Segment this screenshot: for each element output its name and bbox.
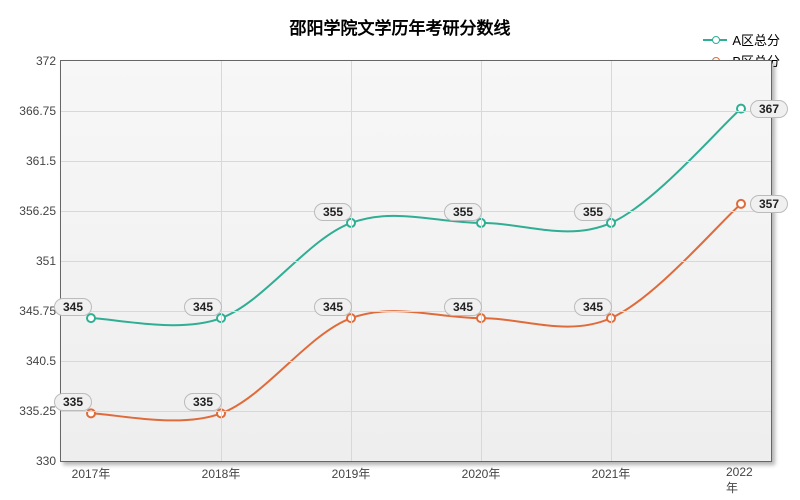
gridline-v <box>481 61 482 461</box>
value-label: 345 <box>314 298 352 316</box>
value-label: 357 <box>750 195 788 213</box>
y-tick-label: 356.25 <box>19 204 56 218</box>
y-tick-label: 351 <box>36 254 56 268</box>
chart-title: 邵阳学院文学历年考研分数线 <box>0 14 800 39</box>
value-label: 345 <box>54 298 92 316</box>
value-label: 345 <box>574 298 612 316</box>
chart-container: 邵阳学院文学历年考研分数线 A区总分 B区总分 330335.25340.534… <box>0 0 800 500</box>
x-tick-label: 2018年 <box>202 465 241 482</box>
data-point <box>87 314 95 322</box>
plot-area: 330335.25340.5345.75351356.25361.5366.75… <box>60 60 772 462</box>
legend-label-a: A区总分 <box>732 30 780 49</box>
gridline-v <box>611 61 612 461</box>
value-label: 367 <box>750 100 788 118</box>
x-tick-label: 2020年 <box>462 465 501 482</box>
gridline-h <box>61 311 771 312</box>
gridline-h <box>61 111 771 112</box>
y-tick-label: 361.5 <box>26 154 56 168</box>
data-point <box>737 200 745 208</box>
x-tick-label: 2021年 <box>592 465 631 482</box>
x-tick-label: 2017年 <box>72 465 111 482</box>
value-label: 355 <box>314 203 352 221</box>
y-tick-label: 345.75 <box>19 304 56 318</box>
gridline-h <box>61 411 771 412</box>
series-line <box>91 109 741 326</box>
gridline-v <box>351 61 352 461</box>
x-tick-label: 2022年 <box>726 465 756 496</box>
x-tick-label: 2019年 <box>332 465 371 482</box>
gridline-h <box>61 161 771 162</box>
value-label: 345 <box>184 298 222 316</box>
value-label: 345 <box>444 298 482 316</box>
value-label: 335 <box>184 393 222 411</box>
legend-swatch-a <box>703 39 727 41</box>
legend-item-a: A区总分 <box>703 30 780 49</box>
y-tick-label: 335.25 <box>19 404 56 418</box>
y-tick-label: 372 <box>36 54 56 68</box>
y-tick-label: 340.5 <box>26 354 56 368</box>
gridline-h <box>61 261 771 262</box>
value-label: 335 <box>54 393 92 411</box>
y-tick-label: 366.75 <box>19 104 56 118</box>
y-tick-label: 330 <box>36 454 56 468</box>
gridline-h <box>61 361 771 362</box>
gridline-h <box>61 211 771 212</box>
value-label: 355 <box>444 203 482 221</box>
value-label: 355 <box>574 203 612 221</box>
